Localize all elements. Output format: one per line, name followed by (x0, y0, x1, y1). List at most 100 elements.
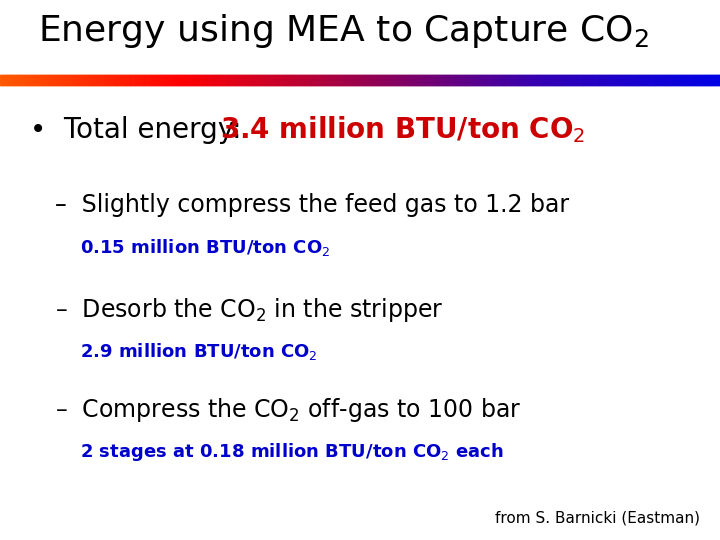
Bar (265, 75, 266, 85)
Bar (141, 75, 143, 85)
Bar (564, 75, 566, 85)
Bar (613, 75, 615, 85)
Bar (86, 75, 88, 85)
Bar (567, 75, 569, 85)
Bar (30, 75, 32, 85)
Text: –  Slightly compress the feed gas to 1.2 bar: – Slightly compress the feed gas to 1.2 … (55, 193, 569, 217)
Bar (348, 75, 350, 85)
Text: –  Desorb the CO$_2$ in the stripper: – Desorb the CO$_2$ in the stripper (55, 296, 444, 324)
Bar (200, 75, 202, 85)
Bar (333, 75, 334, 85)
Bar (181, 75, 183, 85)
Bar (370, 75, 372, 85)
Bar (202, 75, 203, 85)
Bar (510, 75, 511, 85)
Bar (681, 75, 683, 85)
Bar (73, 75, 75, 85)
Bar (266, 75, 268, 85)
Bar (372, 75, 373, 85)
Bar (498, 75, 500, 85)
Bar (557, 75, 559, 85)
Bar (109, 75, 111, 85)
Bar (713, 75, 714, 85)
Bar (577, 75, 579, 85)
Bar (606, 75, 608, 85)
Bar (206, 75, 207, 85)
Bar (302, 75, 304, 85)
Text: 0.15 million BTU/ton CO$_2$: 0.15 million BTU/ton CO$_2$ (80, 237, 330, 258)
Bar (148, 75, 150, 85)
Bar (626, 75, 628, 85)
Bar (456, 75, 458, 85)
Bar (88, 75, 89, 85)
Bar (459, 75, 461, 85)
Bar (217, 75, 219, 85)
Bar (566, 75, 567, 85)
Bar (42, 75, 43, 85)
Bar (490, 75, 491, 85)
Bar (384, 75, 386, 85)
Text: –  Compress the CO$_2$ off-gas to 100 bar: – Compress the CO$_2$ off-gas to 100 bar (55, 396, 521, 424)
Bar (677, 75, 678, 85)
Bar (521, 75, 523, 85)
Bar (416, 75, 418, 85)
Bar (278, 75, 279, 85)
Text: 2 stages at 0.18 million BTU/ton CO$_2$ each: 2 stages at 0.18 million BTU/ton CO$_2$ … (80, 441, 504, 463)
Bar (500, 75, 501, 85)
Bar (534, 75, 536, 85)
Bar (487, 75, 488, 85)
Bar (703, 75, 704, 85)
Bar (636, 75, 638, 85)
Bar (593, 75, 595, 85)
Bar (657, 75, 658, 85)
Bar (471, 75, 472, 85)
Bar (693, 75, 694, 85)
Bar (435, 75, 436, 85)
Bar (102, 75, 104, 85)
Bar (240, 75, 242, 85)
Bar (379, 75, 380, 85)
Bar (183, 75, 184, 85)
Bar (598, 75, 599, 85)
Bar (488, 75, 490, 85)
Bar (514, 75, 516, 85)
Bar (539, 75, 540, 85)
Bar (428, 75, 429, 85)
Bar (151, 75, 153, 85)
Bar (320, 75, 321, 85)
Bar (167, 75, 168, 85)
Bar (472, 75, 474, 85)
Bar (131, 75, 132, 85)
Bar (3, 75, 4, 85)
Bar (478, 75, 480, 85)
Bar (134, 75, 135, 85)
Bar (583, 75, 585, 85)
Bar (527, 75, 528, 85)
Bar (356, 75, 357, 85)
Bar (680, 75, 681, 85)
Bar (81, 75, 82, 85)
Bar (71, 75, 72, 85)
Bar (121, 75, 122, 85)
Bar (7, 75, 9, 85)
Bar (55, 75, 56, 85)
Bar (45, 75, 46, 85)
Bar (408, 75, 409, 85)
Bar (683, 75, 684, 85)
Bar (418, 75, 419, 85)
Bar (678, 75, 680, 85)
Bar (196, 75, 197, 85)
Bar (154, 75, 156, 85)
Bar (546, 75, 547, 85)
Bar (238, 75, 239, 85)
Bar (282, 75, 284, 85)
Bar (540, 75, 541, 85)
Bar (644, 75, 645, 85)
Bar (212, 75, 213, 85)
Bar (690, 75, 691, 85)
Bar (27, 75, 29, 85)
Bar (518, 75, 520, 85)
Bar (629, 75, 631, 85)
Bar (441, 75, 442, 85)
Bar (383, 75, 384, 85)
